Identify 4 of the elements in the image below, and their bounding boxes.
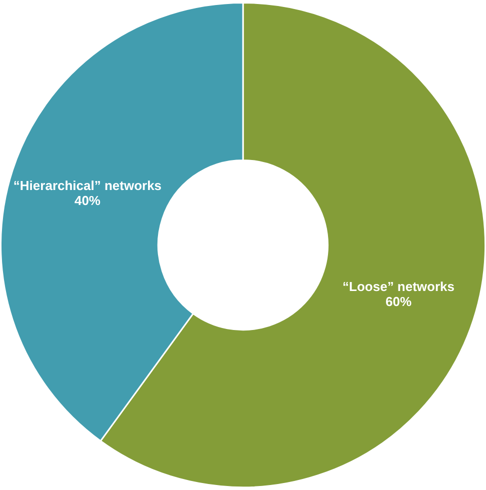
data-label: 40%: [74, 193, 101, 208]
slice-label: “Hierarchical” networks: [13, 178, 162, 194]
slice-label: “Loose” networks: [342, 279, 454, 294]
data-label: 60%: [386, 294, 412, 310]
